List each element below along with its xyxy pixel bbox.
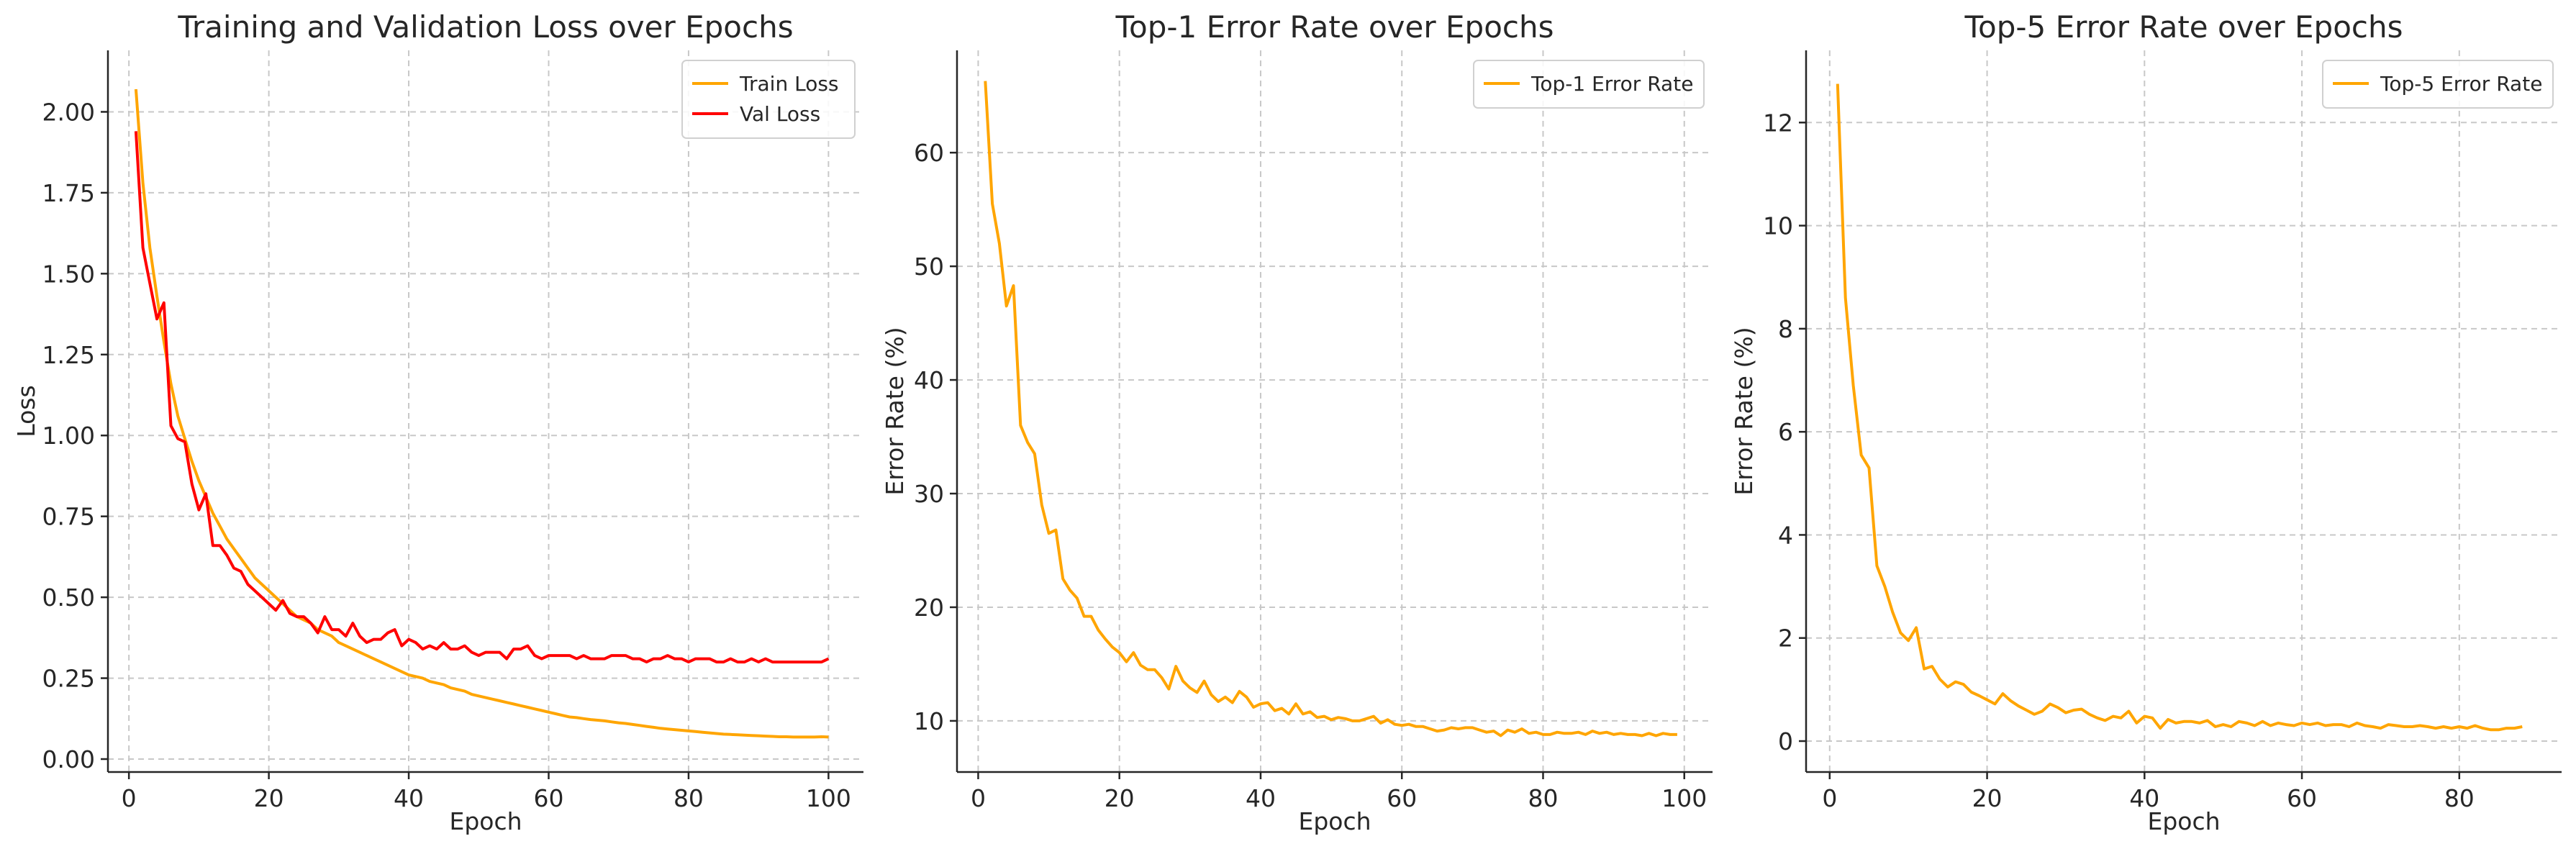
x-tick-label: 20 bbox=[254, 784, 284, 812]
y-tick-label: 1.50 bbox=[42, 260, 95, 288]
legend-box bbox=[681, 60, 856, 139]
x-tick-label: 60 bbox=[534, 784, 564, 812]
y-tick-label: 50 bbox=[914, 253, 944, 281]
y-tick-label: 40 bbox=[914, 366, 944, 394]
y-axis-label: Error Rate (%) bbox=[1730, 327, 1758, 495]
legend-label: Top-5 Error Rate bbox=[2380, 72, 2542, 96]
y-tick-label: 60 bbox=[914, 139, 944, 167]
y-tick-label: 30 bbox=[914, 480, 944, 508]
chart-panel-3: 0 20 40 60 80 0 2 4 6 8 10 12 Top-5 Error Rate over … bbox=[1730, 9, 2562, 835]
y-tick-label: 0.00 bbox=[42, 745, 95, 773]
y-tick-label: 10 bbox=[914, 707, 944, 735]
x-tick-label: 80 bbox=[674, 784, 704, 812]
y-tick-label: 6 bbox=[1778, 418, 1793, 446]
x-tick-label: 40 bbox=[1246, 784, 1276, 812]
x-tick-label: 80 bbox=[1528, 784, 1558, 812]
y-tick-label: 0.25 bbox=[42, 665, 95, 693]
legend-box bbox=[1473, 60, 1705, 109]
chart-title: Training and Validation Loss over Epochs bbox=[177, 9, 793, 45]
x-tick-label: 0 bbox=[1822, 784, 1837, 812]
y-tick-label: 12 bbox=[1763, 109, 1793, 137]
y-tick-label: 0.75 bbox=[42, 503, 95, 531]
y-tick-label: 0 bbox=[1778, 727, 1793, 755]
x-tick-label: 80 bbox=[2444, 784, 2475, 812]
legend-label: Val Loss bbox=[740, 102, 820, 126]
x-tick-label: 20 bbox=[1105, 784, 1135, 812]
legend-label: Top-1 Error Rate bbox=[1530, 72, 1693, 96]
y-tick-label: 0.50 bbox=[42, 584, 95, 612]
y-axis-label: Error Rate (%) bbox=[881, 327, 909, 495]
x-tick-label: 20 bbox=[1972, 784, 2003, 812]
y-axis-label: Loss bbox=[12, 385, 40, 437]
legend: Top-1 Error Rate bbox=[1473, 60, 1705, 109]
series-line-val-loss bbox=[134, 131, 830, 664]
chart-panel-1: 0 20 40 60 80 100 0.00 0.25 0.50 0.75 1.00 1.25 1.50… bbox=[12, 9, 863, 835]
legend-label: Train Loss bbox=[739, 72, 839, 96]
x-axis-label: Epoch bbox=[2147, 807, 2220, 835]
legend: Top-5 Error Rate bbox=[2322, 60, 2554, 109]
chart-title: Top-5 Error Rate over Epochs bbox=[1964, 9, 2403, 45]
y-tick-label: 1.75 bbox=[42, 179, 95, 207]
legend: Train Loss Val Loss bbox=[681, 60, 856, 139]
x-tick-label: 100 bbox=[806, 784, 851, 812]
x-tick-label: 40 bbox=[394, 784, 424, 812]
x-axis-label: Epoch bbox=[1298, 807, 1371, 835]
y-tick-label: 4 bbox=[1778, 521, 1793, 549]
chart-panel-2: 0 20 40 60 80 100 10 20 30 40 50 60 Top-1 Error Rate… bbox=[881, 9, 1713, 835]
x-tick-label: 40 bbox=[2129, 784, 2159, 812]
x-tick-label: 0 bbox=[122, 784, 137, 812]
series-line-top-5-error-rate bbox=[1836, 83, 2523, 732]
y-tick-label: 10 bbox=[1763, 212, 1793, 240]
x-tick-label: 0 bbox=[971, 784, 986, 812]
x-tick-label: 100 bbox=[1661, 784, 1707, 812]
y-tick-label: 1.25 bbox=[42, 341, 95, 369]
chart-title: Top-1 Error Rate over Epochs bbox=[1115, 9, 1554, 45]
x-axis-label: Epoch bbox=[449, 807, 522, 835]
y-tick-label: 8 bbox=[1778, 315, 1793, 343]
series-line-train-loss bbox=[134, 88, 829, 739]
y-tick-label: 20 bbox=[914, 594, 944, 622]
legend-box bbox=[2322, 60, 2554, 109]
y-tick-label: 2 bbox=[1778, 625, 1793, 653]
y-tick-label: 2.00 bbox=[42, 98, 95, 126]
y-tick-label: 1.00 bbox=[42, 422, 95, 450]
series-line-top-1-error-rate bbox=[984, 81, 1677, 737]
x-tick-label: 60 bbox=[2287, 784, 2317, 812]
x-tick-label: 60 bbox=[1387, 784, 1417, 812]
